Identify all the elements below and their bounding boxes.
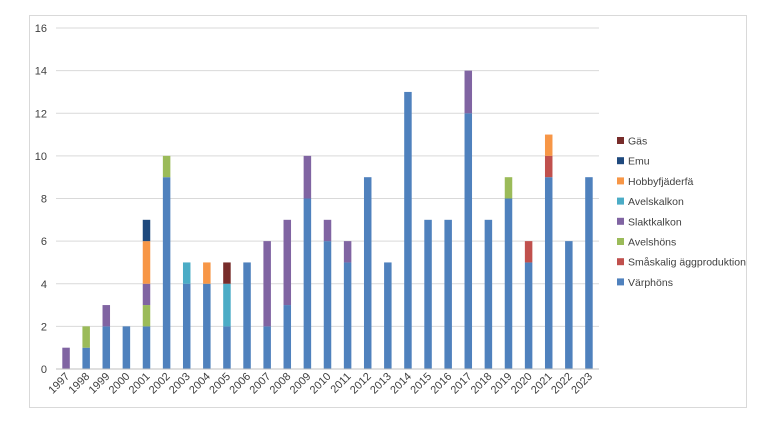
y-tick-label: 6 — [41, 236, 47, 248]
y-tick-label: 14 — [35, 66, 47, 78]
bar-segment — [565, 241, 573, 369]
y-tick-label: 8 — [41, 194, 47, 206]
legend-swatch — [617, 197, 624, 205]
legend-label: Avelskalkon — [628, 196, 684, 208]
bar-segment — [182, 262, 191, 284]
bars — [62, 70, 593, 369]
bar-segment — [464, 70, 473, 114]
bar-segment — [384, 262, 392, 369]
legend-label: Hobbyfjäderfä — [628, 176, 694, 188]
bar-segment — [404, 91, 412, 369]
legend-swatch — [617, 157, 624, 165]
bar-segment — [303, 155, 312, 199]
bar-segment — [102, 305, 111, 327]
legend-swatch — [617, 258, 624, 266]
bar-segment — [142, 219, 151, 242]
y-tick-label: 2 — [41, 321, 47, 333]
bar-segment — [223, 326, 231, 369]
bar-segment — [524, 241, 533, 263]
bar-segment — [162, 155, 171, 178]
bar-segment — [504, 198, 513, 369]
y-tick-label: 10 — [35, 151, 47, 163]
bar-segment — [323, 219, 332, 242]
bar-segment — [283, 305, 292, 369]
bar-segment — [142, 326, 151, 369]
y-axis-tick-labels: 0 2 4 6 8 10 12 14 16 — [35, 23, 47, 376]
bar-segment — [122, 326, 131, 369]
bar-segment — [544, 155, 553, 178]
bar-segment — [142, 305, 151, 327]
bar-segment — [203, 283, 211, 369]
legend-label: Emu — [628, 156, 650, 168]
legend-label: Slaktkalkon — [628, 216, 682, 228]
bar-segment — [62, 347, 70, 369]
bar-segment — [343, 241, 352, 263]
bar-segment — [263, 326, 271, 369]
legend-swatch — [617, 177, 624, 185]
legend-swatch — [617, 278, 624, 286]
bar-segment — [464, 113, 473, 369]
bar-segment — [142, 283, 151, 306]
legend: Gäs Emu Hobbyfjäderfä Avelskalkon Slaktkalko… — [617, 136, 746, 289]
bar-segment — [323, 241, 332, 369]
bar-segment — [524, 262, 533, 369]
legend-label: Småskalig äggproduktion — [628, 257, 746, 269]
legend-label: Avelshöns — [628, 237, 676, 249]
bar-segment — [263, 241, 271, 327]
bar-segment — [283, 219, 292, 306]
bar-segment — [484, 219, 493, 369]
bar-segment — [363, 177, 372, 369]
legend-swatch — [617, 238, 624, 245]
y-tick-label: 4 — [41, 279, 47, 291]
bar-segment — [504, 177, 513, 199]
legend-label: Värphöns — [628, 277, 673, 289]
y-tick-label: 12 — [35, 108, 47, 120]
legend-swatch — [617, 137, 624, 144]
bar-segment — [182, 283, 191, 369]
bar-segment — [223, 262, 231, 284]
bar-segment — [102, 326, 111, 369]
bar-segment — [544, 134, 553, 156]
legend-swatch — [617, 217, 624, 225]
bar-segment — [424, 219, 432, 369]
y-tick-label: 16 — [35, 23, 47, 35]
bar-segment — [343, 262, 352, 369]
bar-segment — [544, 177, 553, 369]
bar-segment — [243, 262, 251, 369]
bar-segment — [142, 241, 151, 284]
y-tick-label: 0 — [41, 364, 47, 376]
bar-segment — [585, 177, 593, 369]
bar-segment — [444, 219, 452, 369]
bar-segment — [223, 283, 231, 327]
bar-segment — [162, 177, 171, 369]
bar-segment — [203, 262, 211, 284]
bar-segment — [82, 347, 90, 369]
bar-segment — [303, 198, 312, 369]
bar-segment — [82, 326, 90, 348]
legend-label: Gäs — [628, 136, 647, 148]
